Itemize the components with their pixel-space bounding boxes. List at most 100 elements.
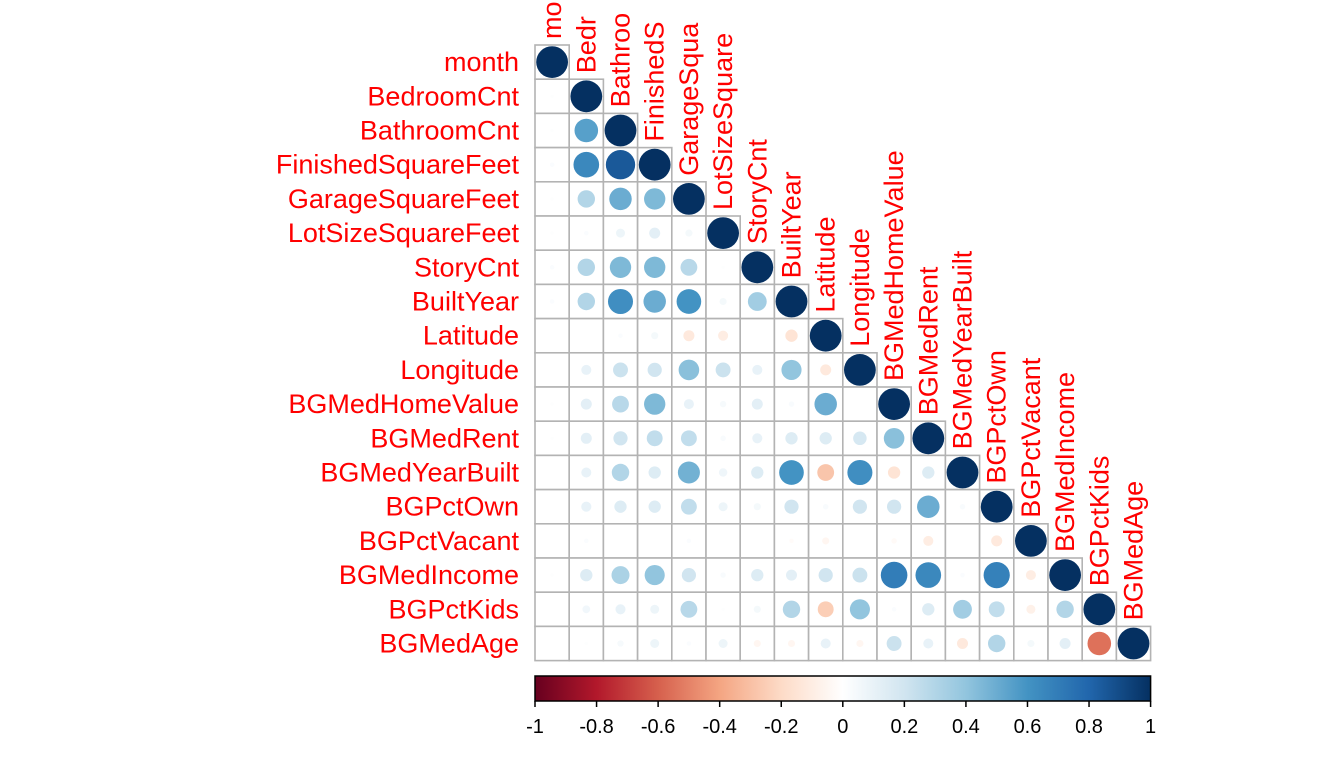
correlation-circle [680, 498, 697, 515]
row-label: BedroomCnt [367, 81, 519, 111]
correlation-circle [718, 639, 728, 648]
correlation-circle [779, 460, 804, 485]
correlation-circle [983, 561, 1010, 589]
correlation-circle [612, 395, 629, 413]
column-label: BGPctVacant [1016, 357, 1046, 518]
correlation-circle [960, 572, 965, 578]
matrix-cell [841, 386, 878, 423]
correlation-circle [817, 464, 835, 481]
correlation-circle [987, 634, 1006, 653]
correlation-circle [707, 217, 739, 250]
correlation-circle [853, 431, 867, 446]
correlation-circle [886, 636, 902, 651]
correlation-circle [753, 503, 761, 511]
correlation-circle [887, 466, 901, 479]
column-label: Bedr [571, 16, 601, 73]
correlation-circle [751, 466, 764, 479]
correlation-circle [550, 197, 554, 201]
column-label: GarageSqua [674, 22, 704, 176]
correlation-circle [718, 502, 728, 512]
correlation-circle [550, 94, 554, 98]
correlation-circle [1015, 525, 1047, 557]
column-label: BuiltYear [777, 171, 807, 278]
correlation-circle [719, 297, 727, 306]
colorbar-tick-label: 0.4 [952, 716, 980, 738]
correlation-circle [615, 604, 626, 615]
colorbar: -1 -0.8 -0.6 -0.4 -0.2 0 0.2 0.4 0.6 0.8 1 [526, 675, 1156, 738]
matrix-cell [705, 522, 742, 559]
correlation-circle [644, 188, 666, 210]
correlation-circle [883, 428, 905, 449]
matrix-cell [534, 522, 571, 559]
correlation-circle [809, 319, 842, 352]
correlation-circle [751, 398, 763, 410]
correlation-circle [577, 190, 596, 208]
correlation-circle [686, 641, 692, 646]
correlation-circle [686, 538, 692, 544]
correlation-circle [718, 330, 729, 341]
correlation-circle [638, 148, 671, 181]
correlation-circle [609, 256, 632, 278]
correlation-circle [959, 503, 966, 510]
correlation-circle [1049, 559, 1081, 591]
correlation-circle [856, 639, 864, 648]
colorbar-tick-label: -1 [526, 716, 544, 738]
correlation-circle [574, 118, 599, 143]
row-label: BGMedAge [379, 629, 519, 659]
matrix-cell [568, 317, 605, 354]
correlation-circle [649, 227, 661, 239]
correlation-circle [549, 162, 555, 167]
correlation-circle [822, 537, 830, 545]
correlation-circle [613, 431, 628, 446]
correlation-circle [781, 359, 802, 380]
colorbar-ticks: -1 -0.8 -0.6 -0.4 -0.2 0 0.2 0.4 0.6 0.8 1 [526, 701, 1156, 738]
correlation-circle [1083, 593, 1116, 626]
correlation-circle [550, 436, 554, 440]
matrix-cell [534, 351, 571, 388]
correlation-circle [648, 466, 661, 479]
correlation-circle [605, 150, 636, 180]
correlation-circle [715, 362, 731, 378]
row-label: BGMedRent [370, 423, 519, 453]
correlation-circle [646, 430, 663, 447]
matrix-cell [739, 522, 776, 559]
column-label: StoryCnt [742, 139, 772, 245]
row-label: Longitude [400, 355, 519, 385]
correlation-circle [891, 607, 897, 612]
colorbar-tick-label: -0.6 [641, 716, 675, 738]
column-label: mo [537, 1, 567, 39]
correlation-circle [849, 599, 870, 620]
row-label: LotSizeSquareFeet [288, 218, 520, 248]
correlation-circle [752, 433, 763, 444]
correlation-circle [683, 399, 694, 410]
correlation-circle [741, 251, 774, 284]
correlation-circle [611, 463, 630, 482]
correlation-circle [751, 568, 764, 582]
column-label: FinishedS [640, 22, 670, 142]
correlation-circle [775, 285, 808, 318]
correlation-circle [747, 292, 767, 311]
correlation-circle [946, 456, 979, 489]
correlation-circle [852, 567, 868, 583]
correlation-circle [676, 289, 702, 314]
matrix-cell [534, 317, 571, 354]
column-label: Bathroo [606, 13, 636, 108]
matrix-cell [534, 591, 571, 628]
correlation-circle [607, 288, 634, 315]
matrix-cell [602, 625, 639, 662]
correlation-circle [718, 468, 728, 477]
correlation-circle [643, 290, 666, 313]
column-label: Latitude [811, 217, 841, 313]
row-label: BathroomCnt [360, 116, 520, 146]
correlation-circle [784, 499, 799, 514]
correlation-circle [678, 359, 700, 381]
matrix-cell [534, 454, 571, 491]
colorbar-tick-label: -0.2 [764, 716, 798, 738]
correlation-circle [618, 333, 623, 338]
correlation-circle [880, 561, 908, 589]
correlation-circle [580, 568, 593, 582]
correlation-circle [847, 459, 873, 486]
correlation-circle [570, 80, 603, 113]
correlation-circle [644, 565, 665, 586]
correlation-circle [980, 490, 1013, 523]
